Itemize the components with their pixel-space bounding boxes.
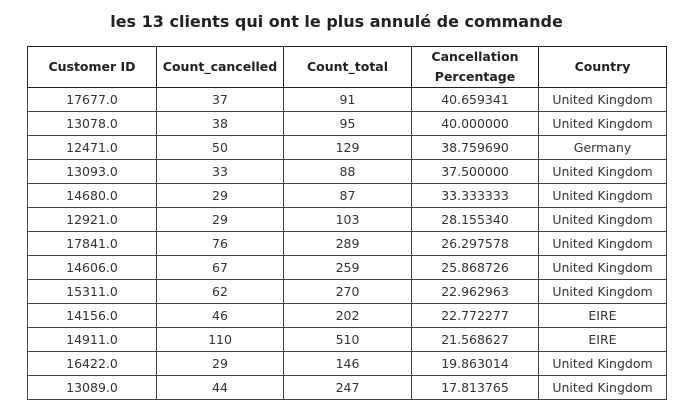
cell-customer-id: 13089.0 <box>27 375 157 400</box>
cell-customer-id: 14606.0 <box>27 255 157 280</box>
cell-count-cancelled: 44 <box>156 375 284 400</box>
header-cancellation-percentage: Cancellation Percentage <box>411 46 539 88</box>
cell-country: EIRE <box>538 327 667 352</box>
cell-count-total: 510 <box>283 327 412 352</box>
cell-customer-id: 13093.0 <box>27 159 157 184</box>
cell-cancellation-percentage: 33.333333 <box>411 183 539 208</box>
cell-count-cancelled: 29 <box>156 207 284 232</box>
cell-count-cancelled: 29 <box>156 351 284 376</box>
cell-count-cancelled: 37 <box>156 87 284 112</box>
cell-count-total: 88 <box>283 159 412 184</box>
cell-cancellation-percentage: 26.297578 <box>411 231 539 256</box>
table-row: 13089.0 44 247 17.813765 United Kingdom <box>27 375 667 400</box>
cell-cancellation-percentage: 25.868726 <box>411 255 539 280</box>
table-row: 13093.0 33 88 37.500000 United Kingdom <box>27 159 667 184</box>
cell-customer-id: 13078.0 <box>27 111 157 136</box>
cell-country: United Kingdom <box>538 183 667 208</box>
cell-count-cancelled: 110 <box>156 327 284 352</box>
cell-cancellation-percentage: 21.568627 <box>411 327 539 352</box>
cell-count-total: 259 <box>283 255 412 280</box>
cell-count-total: 247 <box>283 375 412 400</box>
cell-country: United Kingdom <box>538 159 667 184</box>
table-row: 14911.0 110 510 21.568627 EIRE <box>27 327 667 352</box>
table-row: 17677.0 37 91 40.659341 United Kingdom <box>27 87 667 112</box>
cell-cancellation-percentage: 28.155340 <box>411 207 539 232</box>
cell-cancellation-percentage: 19.863014 <box>411 351 539 376</box>
table-row: 14606.0 67 259 25.868726 United Kingdom <box>27 255 667 280</box>
cancellation-table: Customer ID Count_cancelled Count_total … <box>27 46 667 400</box>
table-row: 12921.0 29 103 28.155340 United Kingdom <box>27 207 667 232</box>
cell-count-total: 95 <box>283 111 412 136</box>
table-title: les 13 clients qui ont le plus annulé de… <box>110 12 563 31</box>
cell-count-cancelled: 38 <box>156 111 284 136</box>
header-customer-id: Customer ID <box>27 46 157 88</box>
header-country: Country <box>538 46 667 88</box>
table-row: 17841.0 76 289 26.297578 United Kingdom <box>27 231 667 256</box>
cell-customer-id: 12471.0 <box>27 135 157 160</box>
cell-cancellation-percentage: 17.813765 <box>411 375 539 400</box>
header-row: Customer ID Count_cancelled Count_total … <box>27 46 667 88</box>
cell-cancellation-percentage: 22.772277 <box>411 303 539 328</box>
cell-count-total: 146 <box>283 351 412 376</box>
cell-cancellation-percentage: 22.962963 <box>411 279 539 304</box>
cell-cancellation-percentage: 40.659341 <box>411 87 539 112</box>
header-count-cancelled: Count_cancelled <box>156 46 284 88</box>
cell-count-total: 103 <box>283 207 412 232</box>
cell-count-total: 202 <box>283 303 412 328</box>
cell-country: Germany <box>538 135 667 160</box>
cell-count-cancelled: 33 <box>156 159 284 184</box>
cell-count-cancelled: 29 <box>156 183 284 208</box>
cell-count-total: 289 <box>283 231 412 256</box>
cell-count-cancelled: 50 <box>156 135 284 160</box>
cell-cancellation-percentage: 38.759690 <box>411 135 539 160</box>
cell-count-cancelled: 46 <box>156 303 284 328</box>
cell-cancellation-percentage: 40.000000 <box>411 111 539 136</box>
cell-country: United Kingdom <box>538 207 667 232</box>
cell-customer-id: 14156.0 <box>27 303 157 328</box>
cell-customer-id: 16422.0 <box>27 351 157 376</box>
table-row: 14680.0 29 87 33.333333 United Kingdom <box>27 183 667 208</box>
table-row: 13078.0 38 95 40.000000 United Kingdom <box>27 111 667 136</box>
cell-customer-id: 15311.0 <box>27 279 157 304</box>
cell-cancellation-percentage: 37.500000 <box>411 159 539 184</box>
cell-count-total: 129 <box>283 135 412 160</box>
table-row: 12471.0 50 129 38.759690 Germany <box>27 135 667 160</box>
cell-count-cancelled: 76 <box>156 231 284 256</box>
cell-country: United Kingdom <box>538 279 667 304</box>
cell-customer-id: 12921.0 <box>27 207 157 232</box>
table-row: 16422.0 29 146 19.863014 United Kingdom <box>27 351 667 376</box>
cell-customer-id: 14680.0 <box>27 183 157 208</box>
cell-country: United Kingdom <box>538 351 667 376</box>
cell-count-total: 270 <box>283 279 412 304</box>
cell-count-cancelled: 67 <box>156 255 284 280</box>
cell-count-total: 87 <box>283 183 412 208</box>
cell-country: United Kingdom <box>538 375 667 400</box>
table-row: 14156.0 46 202 22.772277 EIRE <box>27 303 667 328</box>
table-row: 15311.0 62 270 22.962963 United Kingdom <box>27 279 667 304</box>
table-header: Customer ID Count_cancelled Count_total … <box>27 46 667 88</box>
cell-count-cancelled: 62 <box>156 279 284 304</box>
header-count-total: Count_total <box>283 46 412 88</box>
cell-country: EIRE <box>538 303 667 328</box>
table-body: 17677.0 37 91 40.659341 United Kingdom 13078.… <box>27 87 667 400</box>
cell-country: United Kingdom <box>538 87 667 112</box>
cell-customer-id: 14911.0 <box>27 327 157 352</box>
cell-count-total: 91 <box>283 87 412 112</box>
cell-customer-id: 17841.0 <box>27 231 157 256</box>
cell-country: United Kingdom <box>538 255 667 280</box>
cell-customer-id: 17677.0 <box>27 87 157 112</box>
cell-country: United Kingdom <box>538 231 667 256</box>
cell-country: United Kingdom <box>538 111 667 136</box>
